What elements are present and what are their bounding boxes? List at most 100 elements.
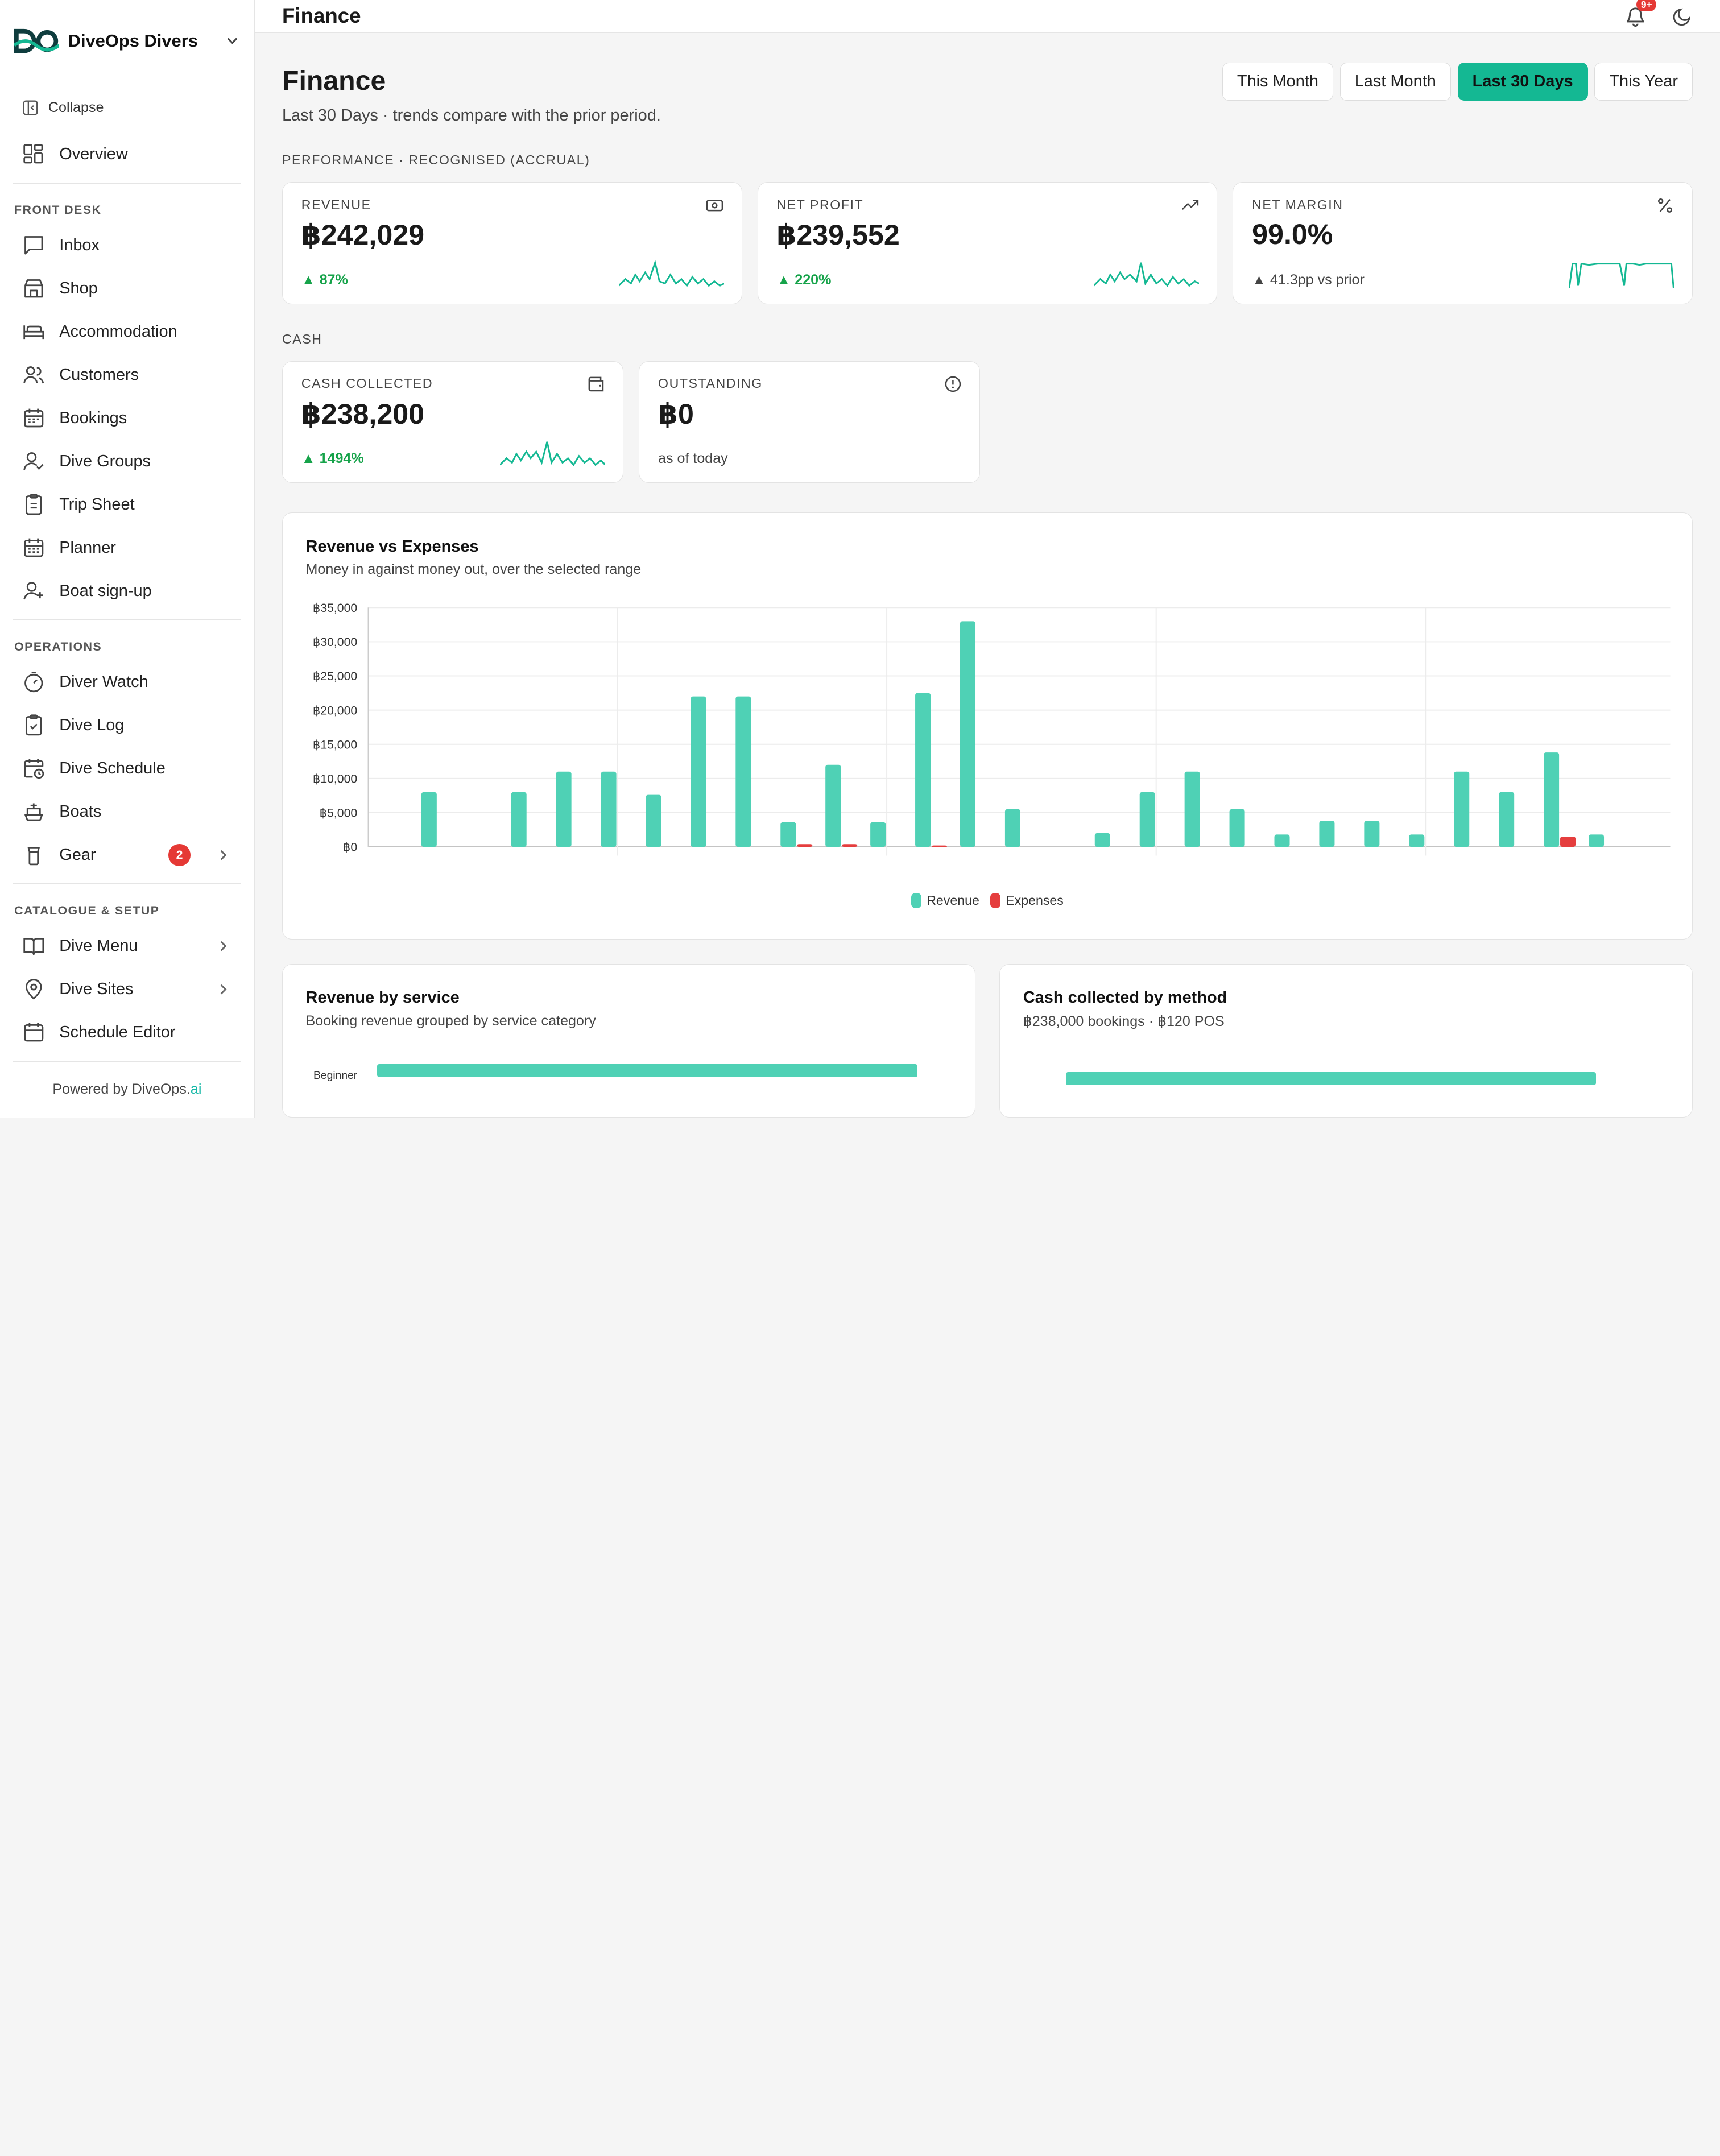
net-profit-sparkline [1094, 262, 1200, 288]
kpi-label: REVENUE [301, 197, 371, 212]
sidebar-item-label: Accommodation [59, 322, 177, 341]
sidebar-item-trip-sheet[interactable]: Trip Sheet [0, 483, 254, 527]
gear-count-badge: 2 [168, 844, 191, 866]
revenue-by-service-card: Revenue by service Booking revenue group… [282, 963, 975, 1118]
kpi-value: ฿0 [658, 398, 694, 430]
legend-expenses[interactable]: Expenses [990, 893, 1064, 909]
kpi-value: ฿238,200 [301, 398, 425, 430]
sidebar-item-bookings[interactable]: Bookings [0, 396, 254, 440]
clipboard-check-icon [25, 714, 42, 736]
y-tick-label: ฿10,000 [313, 773, 357, 786]
page-title: Finance [282, 65, 386, 96]
outstanding-card: OUTSTANDING ฿0 as of today [639, 361, 981, 483]
topbar: Finance 9+ [254, 0, 1720, 33]
range-last-month-button[interactable]: Last Month [1339, 62, 1451, 101]
powered-by[interactable]: Powered by DiveOps.ai [0, 1081, 254, 1098]
sidebar-item-schedule-editor[interactable]: Schedule Editor [0, 1011, 254, 1054]
revenue-bar [1139, 792, 1155, 847]
chevron-down-icon [227, 38, 237, 44]
legend-revenue[interactable]: Revenue [911, 893, 979, 909]
revenue-bar [915, 693, 931, 847]
sidebar-item-dive-menu[interactable]: Dive Menu [0, 924, 254, 967]
moon-icon[interactable] [1673, 6, 1693, 26]
revenue-bar [1409, 834, 1425, 847]
performance-kpis: REVENUE ฿242,029 ▲ 87% NET PROFIT ฿239,5… [282, 182, 1693, 304]
sidebar-item-dive-sites[interactable]: Dive Sites [0, 967, 254, 1011]
expense-bar [1560, 837, 1576, 847]
app-shell: DiveOps Divers Collapse Overview FRONT D… [0, 0, 1720, 1118]
main-area: Finance 9+ Finance Last 30 Days · trends… [254, 0, 1720, 1118]
bottom-cards: Revenue by service Booking revenue group… [282, 963, 1693, 1118]
sidebar-item-gear[interactable]: Gear 2 [0, 834, 254, 877]
sidebar-item-label: Gear [59, 846, 96, 864]
chevron-right-icon[interactable] [217, 983, 230, 996]
sidebar-item-dive-log[interactable]: Dive Log [0, 704, 254, 747]
cash-collected-card: CASH COLLECTED ฿238,200 ▲ 1494% [282, 361, 624, 483]
cash-label: CASH [282, 331, 323, 346]
kpi-change: ▲ 220% [776, 271, 832, 288]
sidebar-item-label: Dive Log [59, 716, 125, 734]
sidebar-item-label: Schedule Editor [59, 1023, 176, 1041]
sidebar-divider [13, 183, 241, 184]
revenue-bar [780, 822, 796, 847]
net-profit-card: NET PROFIT ฿239,552 ▲ 220% [757, 182, 1218, 304]
chevron-right-icon[interactable] [217, 849, 230, 862]
kpi-change: ▲ 41.3pp vs prior [1252, 271, 1365, 288]
user-plus-icon [23, 582, 43, 600]
revenue-bar [691, 696, 706, 847]
sidebar-item-dive-groups[interactable]: Dive Groups [0, 440, 254, 483]
sidebar-item-planner[interactable]: Planner [0, 527, 254, 570]
expense-bar [932, 845, 948, 847]
collapse-sidebar-button[interactable]: Collapse [0, 82, 254, 133]
sidebar-item-label: Dive Schedule [59, 759, 166, 778]
range-last-30-days-button[interactable]: Last 30 Days [1457, 62, 1588, 101]
method-bar [1066, 1071, 1597, 1085]
percent-icon [1658, 198, 1673, 213]
section-label-front-desk: FRONT DESK [14, 203, 102, 217]
calendar-days-icon [23, 539, 43, 557]
sidebar-item-boat-sign-up[interactable]: Boat sign-up [0, 570, 254, 613]
brand-switcher[interactable]: DiveOps Divers [0, 0, 254, 82]
sidebar-item-accommodation[interactable]: Accommodation [0, 310, 254, 353]
sidebar-item-label: Inbox [59, 235, 100, 254]
card-title: Cash collected by method [1023, 988, 1227, 1007]
revenue-bar [1184, 771, 1200, 847]
y-tick-label: ฿20,000 [313, 704, 357, 717]
sidebar-item-boats[interactable]: Boats [0, 791, 254, 834]
range-this-month-button[interactable]: This Month [1222, 62, 1334, 101]
sidebar-item-overview[interactable]: Overview [0, 133, 254, 176]
sidebar-item-label: Bookings [59, 409, 127, 427]
revenue-bar [421, 792, 437, 847]
kpi-note: as of today [658, 450, 728, 467]
revenue-bar [1229, 809, 1245, 847]
expense-bar [842, 844, 858, 847]
finance-content: Finance Last 30 Days · trends compare wi… [255, 33, 1720, 1118]
revenue-bar [601, 771, 617, 847]
y-tick-label: ฿35,000 [313, 602, 357, 615]
revenue-bar [1094, 833, 1110, 847]
sidebar-item-label: Shop [59, 279, 98, 297]
map-pin-icon [25, 979, 42, 1000]
calendar-icon [23, 1023, 43, 1042]
sidebar-divider [13, 883, 241, 885]
sidebar-item-dive-schedule[interactable]: Dive Schedule [0, 747, 254, 791]
sidebar-item-customers[interactable]: Customers [0, 353, 254, 396]
powered-by-text: Powered by DiveOps. [52, 1081, 191, 1097]
chevron-right-icon[interactable] [217, 940, 230, 953]
expense-bar [797, 844, 813, 847]
y-tick-label: ฿5,000 [320, 807, 358, 820]
clipboard-list-icon [25, 494, 42, 515]
y-tick-label: ฿15,000 [313, 738, 357, 751]
sidebar-item-inbox[interactable]: Inbox [0, 224, 254, 267]
bed-icon [23, 325, 44, 340]
revenue-bar [825, 764, 841, 847]
sidebar-divider [13, 619, 241, 621]
sidebar-item-label: Dive Groups [59, 452, 151, 471]
sidebar-item-shop[interactable]: Shop [0, 267, 254, 310]
sidebar-item-label: Trip Sheet [59, 495, 135, 514]
range-this-year-button[interactable]: This Year [1594, 62, 1693, 101]
sidebar-item-diver-watch[interactable]: Diver Watch [0, 660, 254, 704]
notifications-button[interactable]: 9+ [1624, 0, 1657, 27]
chart-legend: Revenue Expenses [283, 893, 1692, 909]
sidebar-item-label: Customers [59, 365, 139, 384]
